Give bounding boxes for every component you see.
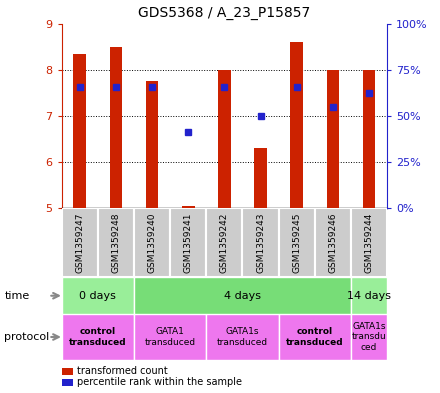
Bar [134, 277, 351, 314]
Bar [206, 208, 242, 277]
Bar [110, 47, 122, 208]
Bar [206, 314, 279, 360]
Bar [134, 208, 170, 277]
Text: 14 days: 14 days [347, 291, 391, 301]
Bar [242, 208, 279, 277]
Text: GSM1359246: GSM1359246 [328, 213, 337, 273]
Text: control
transduced: control transduced [69, 327, 127, 347]
Text: GSM1359241: GSM1359241 [184, 213, 193, 273]
Bar [98, 208, 134, 277]
Bar [254, 148, 267, 208]
Text: 0 days: 0 days [79, 291, 116, 301]
Bar [279, 208, 315, 277]
Bar [218, 70, 231, 208]
Text: GATA1s
transduced: GATA1s transduced [217, 327, 268, 347]
Text: percentile rank within the sample: percentile rank within the sample [77, 377, 242, 387]
Text: GSM1359240: GSM1359240 [147, 213, 157, 273]
Text: GSM1359245: GSM1359245 [292, 213, 301, 273]
Bar [134, 314, 206, 360]
Text: GSM1359248: GSM1359248 [111, 213, 121, 273]
Bar [146, 81, 158, 208]
Text: GSM1359242: GSM1359242 [220, 213, 229, 273]
Text: 4 days: 4 days [224, 291, 261, 301]
Text: GATA1s
transdu
ced: GATA1s transdu ced [352, 322, 386, 352]
Bar [170, 208, 206, 277]
Bar [351, 314, 387, 360]
Title: GDS5368 / A_23_P15857: GDS5368 / A_23_P15857 [138, 6, 311, 20]
Bar [73, 53, 86, 208]
Bar [363, 70, 375, 208]
Text: GSM1359244: GSM1359244 [365, 213, 374, 273]
Text: GSM1359243: GSM1359243 [256, 213, 265, 273]
Bar [62, 208, 98, 277]
Bar [290, 42, 303, 208]
Text: GSM1359247: GSM1359247 [75, 213, 84, 273]
Bar [182, 206, 194, 208]
Text: GATA1
transduced: GATA1 transduced [145, 327, 196, 347]
Text: protocol: protocol [4, 332, 50, 342]
Bar [62, 314, 134, 360]
Bar [351, 208, 387, 277]
Bar [315, 208, 351, 277]
Text: time: time [4, 291, 29, 301]
Text: transformed count: transformed count [77, 366, 168, 376]
Bar [62, 277, 134, 314]
Bar [279, 314, 351, 360]
Bar [351, 277, 387, 314]
Bar [326, 70, 339, 208]
Text: control
transduced: control transduced [286, 327, 344, 347]
